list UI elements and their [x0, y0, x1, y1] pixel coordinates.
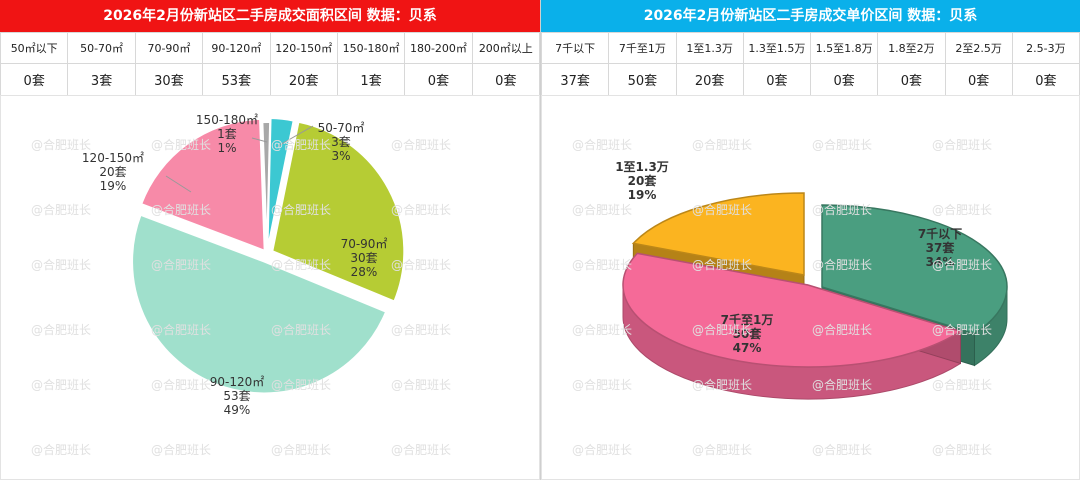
area-header-cell: 180-200㎡: [404, 32, 473, 64]
slice-label: 90-120㎡ 53套 49%: [210, 375, 265, 417]
price-value-cell: 50套: [608, 63, 677, 96]
pie-slice: [622, 252, 963, 368]
price-header-cell: 7千至1万: [608, 32, 677, 64]
pie-slice: [271, 120, 406, 303]
price-header-cell: 2.5-3万: [1011, 32, 1080, 64]
price-value-cell: 20套: [675, 63, 744, 96]
area-header-cell: 50-70㎡: [67, 32, 136, 64]
area-panel: 2026年2月份新站区二手房成交面积区间 数据：贝系 50㎡以下 50-70㎡ 70…: [0, 0, 541, 480]
pie-slice: [266, 117, 295, 251]
area-chart-area: 150-180㎡ 1套 1% 50-70㎡ 3套 3% 70-90㎡ 30套 28% 90-120…: [0, 95, 540, 480]
leader-line: [277, 125, 314, 147]
price-header-cell: 1至1.3万: [675, 32, 744, 64]
area-panel-title: 2026年2月份新站区二手房成交面积区间 数据：贝系: [0, 0, 540, 32]
price-pie-chart: 7千以下 37套 34% 7千至1万 50套 47% 1至1.3万 20套 19%: [615, 160, 1008, 400]
area-value-cell: 20套: [269, 63, 338, 96]
price-header-cell: 1.8至2万: [877, 32, 946, 64]
area-header-cell: 200㎡以上: [471, 32, 541, 64]
price-value-cell: 0套: [1011, 63, 1080, 96]
slice-label: 1至1.3万 20套 19%: [615, 160, 669, 202]
price-header-cell: 1.3至1.5万: [742, 32, 812, 64]
slice-label: 150-180㎡ 1套 1%: [196, 113, 258, 155]
slice-label: 50-70㎡ 3套 3%: [318, 121, 365, 163]
area-value-cell: 53套: [202, 63, 271, 96]
area-value-cell: 3套: [67, 63, 136, 96]
price-value-cell: 0套: [944, 63, 1013, 96]
pie-slice: [131, 213, 388, 395]
price-value-cell: 0套: [809, 63, 879, 96]
area-header-cell: 90-120㎡: [202, 32, 271, 64]
area-header-cell: 50㎡以下: [0, 32, 69, 64]
pie-slice: [139, 117, 266, 253]
slice-label: 7千至1万 50套 47%: [721, 312, 774, 355]
leader-line: [251, 137, 268, 143]
pie-slice: [631, 192, 805, 276]
area-value-cell: 1套: [336, 63, 406, 96]
area-value-cell: 0套: [404, 63, 473, 96]
price-value-cell: 0套: [877, 63, 946, 96]
price-table: 7千以下 7千至1万 1至1.3万 1.3至1.5万 1.5至1.8万 1.8至2万 2至2…: [540, 32, 1080, 96]
leader-line: [165, 175, 192, 193]
pie-slice: [821, 204, 1008, 335]
price-value-cell: 37套: [540, 63, 610, 96]
price-panel: 2026年2月份新站区二手房成交单价区间 数据：贝系 7千以下 7千至1万 1至1.…: [540, 0, 1080, 480]
area-value-cell: 0套: [0, 63, 69, 96]
price-header-cell: 2至2.5万: [944, 32, 1013, 64]
slice-label: 120-150㎡ 20套 19%: [82, 151, 144, 193]
area-value-cell: 0套: [471, 63, 541, 96]
price-panel-title: 2026年2月份新站区二手房成交单价区间 数据：贝系: [541, 0, 1080, 32]
area-header-cell: 150-180㎡: [336, 32, 406, 64]
price-header-cell: 1.5至1.8万: [809, 32, 879, 64]
slice-label: 7千以下 37套 34%: [918, 226, 962, 269]
price-chart-area: 7千以下 37套 34% 7千至1万 50套 47% 1至1.3万 20套 19% @合肥班长 @…: [541, 95, 1080, 480]
slice-label: 70-90㎡ 30套 28%: [341, 237, 388, 279]
area-header-cell: 70-90㎡: [134, 32, 204, 64]
area-value-cell: 30套: [134, 63, 204, 96]
panel-divider: [540, 0, 541, 480]
area-pie-chart: 150-180㎡ 1套 1% 50-70㎡ 3套 3% 70-90㎡ 30套 28% 90-120…: [82, 113, 406, 417]
area-table: 50㎡以下 50-70㎡ 70-90㎡ 90-120㎡ 120-150㎡ 150-180㎡…: [0, 32, 541, 96]
price-header-cell: 7千以下: [540, 32, 610, 64]
price-value-cell: 0套: [742, 63, 812, 96]
area-header-cell: 120-150㎡: [269, 32, 338, 64]
